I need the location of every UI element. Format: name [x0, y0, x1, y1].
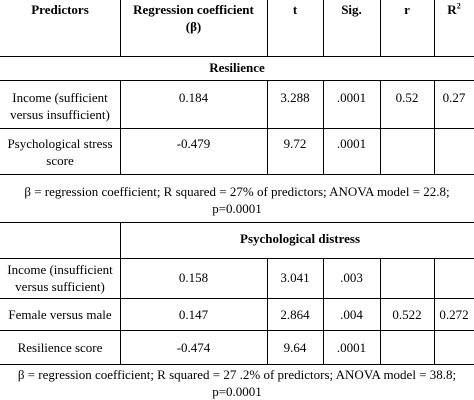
rule-note1-bottom [0, 222, 474, 223]
predictor-cell: Income (insufficient [7, 262, 113, 277]
predictor-cell-line2: versus insufficient) [10, 107, 110, 122]
header-beta: (β) [185, 19, 202, 34]
t-cell: 3.041 [280, 270, 310, 285]
col-sep-3 [323, 0, 324, 56]
footnote-p-value: p=0.0001 [212, 384, 262, 399]
rule-section1-title-bottom [0, 80, 474, 81]
col-sep-1 [120, 80, 121, 174]
t-cell: 9.72 [283, 136, 307, 151]
r2-cell: 0.272 [439, 307, 469, 322]
col-sep-2 [267, 80, 268, 174]
coef-cell: 0.184 [178, 90, 209, 105]
footnote-line: β = regression coefficient; R squared = … [24, 184, 450, 199]
sig-cell: .004 [340, 307, 363, 322]
col-sep-3 [323, 80, 324, 174]
section-title-psychological-distress: Psychological distress [240, 231, 361, 246]
rule-row4-bottom [0, 330, 474, 331]
col-sep-2 [267, 0, 268, 56]
section-title-resilience: Resilience [209, 60, 265, 75]
r-cell: 0.522 [392, 307, 422, 322]
superscript-2: 2 [456, 1, 461, 11]
header-r-squared: R2 [447, 1, 461, 17]
t-cell: 9.64 [283, 340, 307, 355]
t-cell: 3.288 [280, 90, 310, 105]
coef-cell: -0.474 [176, 340, 211, 355]
col-sep-1 [120, 0, 121, 56]
rule-row2-bottom [0, 174, 474, 175]
r2-cell: 0.27 [442, 90, 466, 105]
coef-cell: 0.147 [178, 307, 209, 322]
col-sep-4 [380, 0, 381, 56]
rule-row3-bottom [0, 298, 474, 299]
predictor-cell-line2: score [46, 153, 74, 168]
t-cell: 2.864 [280, 307, 310, 322]
predictor-cell: Psychological stress [7, 136, 113, 151]
sig-cell: .003 [340, 270, 363, 285]
predictor-cell: Income (sufficient [12, 90, 108, 105]
header-t: t [292, 2, 298, 17]
predictor-cell: Female versus male [8, 307, 112, 322]
rule-header-bottom [0, 56, 474, 57]
col-sep-5 [434, 80, 435, 174]
r-cell: 0.52 [395, 90, 419, 105]
col-sep-5 [434, 0, 435, 56]
rule-row5-bottom [0, 364, 474, 365]
header-sig: Sig. [341, 2, 362, 17]
sig-cell: .0001 [336, 90, 367, 105]
sig-cell: .0001 [336, 136, 367, 151]
header-predictors: Predictors [31, 2, 89, 17]
rule-section2-title-bottom [0, 258, 474, 259]
footnote-p-value: p=0.0001 [212, 201, 262, 216]
predictor-cell-line2: versus sufficient) [15, 279, 105, 294]
col-sep-2 [267, 258, 268, 364]
coef-cell: -0.479 [176, 136, 211, 151]
col-sep-4 [380, 258, 381, 364]
col-sep-1 [120, 222, 121, 364]
predictor-cell: Resilience score [17, 340, 103, 355]
footnote-line: β = regression coefficient; R squared = … [17, 367, 457, 382]
col-sep-4 [380, 80, 381, 174]
header-regression-coefficient: Regression coefficient [133, 2, 254, 17]
header-r: r [404, 2, 410, 17]
col-sep-5 [434, 258, 435, 364]
sig-cell: .0001 [336, 340, 367, 355]
rule-row1-bottom [0, 128, 474, 129]
coef-cell: 0.158 [178, 270, 209, 285]
col-sep-3 [323, 258, 324, 364]
